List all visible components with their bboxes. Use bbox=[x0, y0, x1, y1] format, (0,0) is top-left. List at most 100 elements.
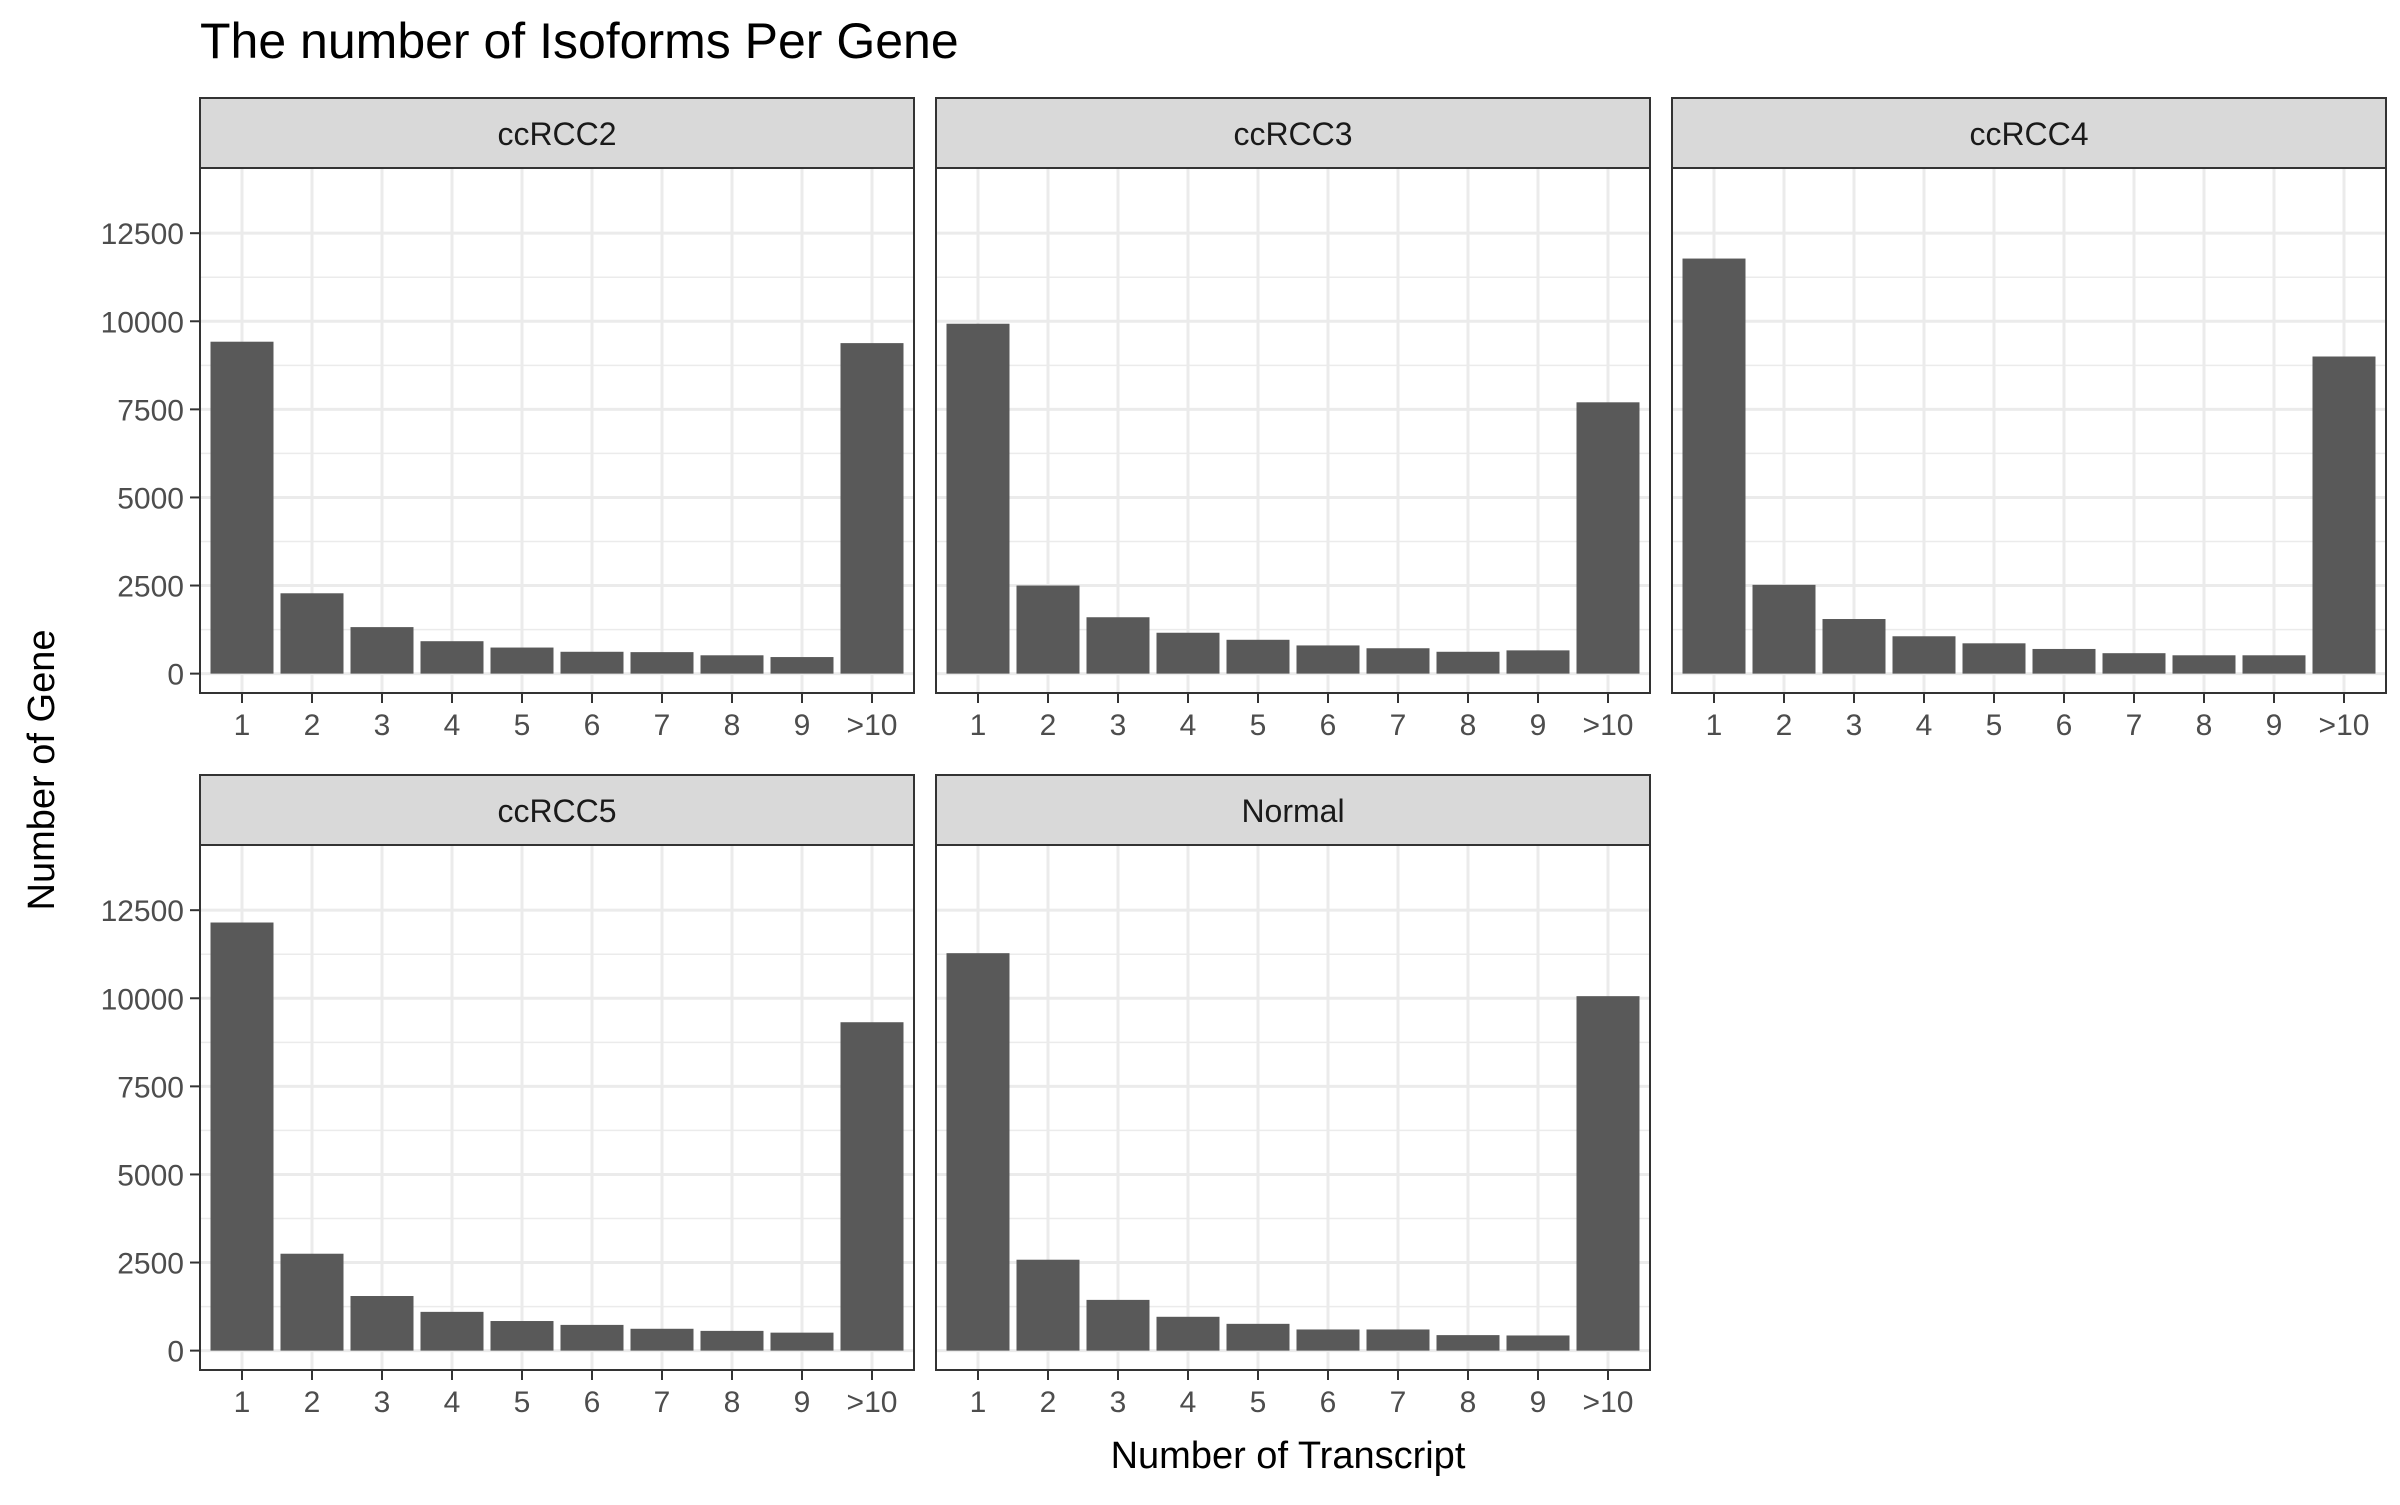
bar-normal-3 bbox=[1086, 1299, 1150, 1351]
bar-ccrcc2-5 bbox=[490, 647, 554, 674]
x-tick-label: 2 bbox=[1040, 709, 1057, 742]
x-tick-label: 4 bbox=[444, 709, 461, 742]
x-tick-label: 2 bbox=[1776, 709, 1793, 742]
x-tick-label: >10 bbox=[1583, 709, 1634, 742]
strip-background bbox=[935, 774, 1651, 846]
x-tick-label: 8 bbox=[2196, 709, 2213, 742]
x-tick-label: 1 bbox=[234, 709, 251, 742]
strip-label: ccRCC3 bbox=[1233, 116, 1352, 152]
x-tick-label: 7 bbox=[2126, 709, 2143, 742]
x-tick-label: 3 bbox=[374, 1386, 391, 1419]
bar-ccrcc3-8 bbox=[1436, 651, 1500, 674]
x-tick-label: 5 bbox=[1250, 709, 1267, 742]
strip-background bbox=[199, 97, 915, 169]
bar-ccrcc4-1 bbox=[1682, 258, 1746, 674]
x-tick-label: 9 bbox=[2266, 709, 2283, 742]
bar-ccrcc4-5 bbox=[1962, 643, 2026, 674]
x-tick-label: 3 bbox=[374, 709, 391, 742]
x-tick-label: 8 bbox=[724, 709, 741, 742]
bar-ccrcc3-10 bbox=[1576, 402, 1640, 674]
y-tick-label: 2500 bbox=[117, 571, 184, 604]
bar-ccrcc2-1 bbox=[210, 341, 274, 674]
bar-ccrcc3-3 bbox=[1086, 617, 1150, 674]
x-tick-label: >10 bbox=[1583, 1386, 1634, 1419]
y-tick-label: 7500 bbox=[117, 1071, 184, 1104]
bar-ccrcc4-2 bbox=[1752, 584, 1816, 674]
x-tick-label: 7 bbox=[1390, 1386, 1407, 1419]
bar-ccrcc4-10 bbox=[2312, 356, 2376, 674]
y-tick-label: 0 bbox=[167, 659, 184, 692]
x-tick-label: 1 bbox=[234, 1386, 251, 1419]
bar-ccrcc2-8 bbox=[700, 655, 764, 674]
bar-ccrcc5-4 bbox=[420, 1311, 484, 1351]
bar-normal-6 bbox=[1296, 1329, 1360, 1351]
bar-ccrcc5-2 bbox=[280, 1253, 344, 1351]
x-tick-label: 7 bbox=[654, 1386, 671, 1419]
bar-normal-5 bbox=[1226, 1323, 1290, 1351]
y-tick-label: 5000 bbox=[117, 1159, 184, 1192]
x-tick-label: 5 bbox=[1250, 1386, 1267, 1419]
bar-ccrcc4-6 bbox=[2032, 648, 2096, 674]
x-tick-label: 1 bbox=[1706, 709, 1723, 742]
bar-ccrcc3-6 bbox=[1296, 645, 1360, 674]
bar-ccrcc4-9 bbox=[2242, 655, 2306, 674]
y-tick-label: 10000 bbox=[101, 983, 184, 1016]
x-tick-label: 4 bbox=[1180, 709, 1197, 742]
bar-ccrcc4-3 bbox=[1822, 619, 1886, 674]
x-tick-label: 3 bbox=[1110, 709, 1127, 742]
panel-ccrcc2: ccRCC2 0 2500 5000 7500 10000 12500 1 2 3 4 5 6 7 8 9 >1… bbox=[101, 97, 915, 742]
bar-normal-10 bbox=[1576, 996, 1640, 1351]
bar-normal-2 bbox=[1016, 1259, 1080, 1351]
x-tick-label: 6 bbox=[584, 709, 601, 742]
bar-ccrcc2-7 bbox=[630, 652, 694, 674]
bar-ccrcc5-8 bbox=[700, 1330, 764, 1351]
x-tick-label: >10 bbox=[2319, 709, 2370, 742]
x-tick-label: 9 bbox=[794, 709, 811, 742]
bar-ccrcc5-3 bbox=[350, 1296, 414, 1351]
bar-ccrcc5-6 bbox=[560, 1324, 624, 1351]
x-tick-label: 6 bbox=[584, 1386, 601, 1419]
chart-title: The number of Isoforms Per Gene bbox=[200, 13, 959, 69]
y-axis-title: Number of Gene bbox=[21, 630, 63, 911]
strip-label: ccRCC2 bbox=[497, 116, 616, 152]
x-tick-label: 5 bbox=[514, 1386, 531, 1419]
y-tick-label: 12500 bbox=[101, 218, 184, 251]
x-tick-label: 1 bbox=[970, 1386, 987, 1419]
bar-ccrcc2-9 bbox=[770, 657, 834, 674]
x-tick-label: 4 bbox=[1916, 709, 1933, 742]
y-tick-label: 12500 bbox=[101, 895, 184, 928]
x-tick-label: 2 bbox=[304, 709, 321, 742]
x-tick-label: 5 bbox=[514, 709, 531, 742]
bar-ccrcc5-9 bbox=[770, 1332, 834, 1351]
y-tick-label: 5000 bbox=[117, 482, 184, 515]
bar-ccrcc4-4 bbox=[1892, 636, 1956, 674]
bar-ccrcc3-4 bbox=[1156, 632, 1220, 674]
x-tick-label: 8 bbox=[724, 1386, 741, 1419]
x-tick-label: >10 bbox=[847, 1386, 898, 1419]
x-tick-label: 4 bbox=[444, 1386, 461, 1419]
x-axis-title: Number of Transcript bbox=[1111, 1435, 1466, 1477]
bar-ccrcc5-7 bbox=[630, 1328, 694, 1351]
y-tick-label: 10000 bbox=[101, 306, 184, 339]
x-tick-label: 6 bbox=[1320, 709, 1337, 742]
x-tick-label: 2 bbox=[304, 1386, 321, 1419]
bar-ccrcc3-2 bbox=[1016, 585, 1080, 674]
strip-label: ccRCC4 bbox=[1969, 116, 2088, 152]
y-tick-label: 2500 bbox=[117, 1248, 184, 1281]
x-tick-label: 6 bbox=[1320, 1386, 1337, 1419]
bar-ccrcc2-2 bbox=[280, 593, 344, 674]
strip-label: Normal bbox=[1241, 793, 1344, 829]
bar-ccrcc4-7 bbox=[2102, 653, 2166, 674]
x-tick-label: >10 bbox=[847, 709, 898, 742]
panel-ccrcc3: ccRCC3 1 2 3 4 5 6 7 8 9 >10 bbox=[935, 97, 1651, 742]
x-tick-label: 4 bbox=[1180, 1386, 1197, 1419]
bar-ccrcc3-9 bbox=[1506, 650, 1570, 674]
panel-ccrcc4: ccRCC4 1 2 3 4 5 6 7 8 9 >10 bbox=[1671, 97, 2387, 742]
bar-ccrcc5-5 bbox=[490, 1321, 554, 1351]
x-tick-label: 8 bbox=[1460, 1386, 1477, 1419]
bar-ccrcc3-1 bbox=[946, 323, 1010, 674]
panel-ccrcc5: ccRCC5 0 2500 5000 7500 10000 12500 1 2 3 4 5 6 7 8 9 >1… bbox=[101, 774, 915, 1419]
